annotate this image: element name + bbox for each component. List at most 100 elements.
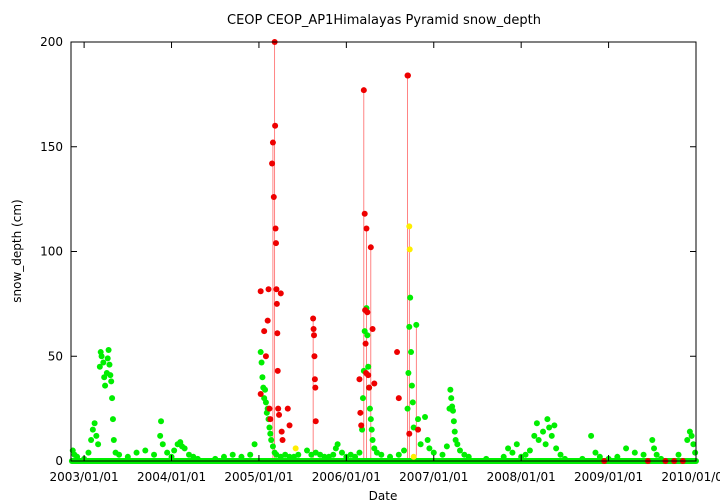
- data-point-good: [104, 355, 111, 362]
- data-point-good: [408, 382, 415, 389]
- data-point-good: [365, 363, 372, 370]
- data-point-bad: [276, 411, 283, 418]
- data-point-bad: [273, 286, 280, 293]
- data-point-good: [304, 447, 311, 454]
- data-point-bad: [394, 349, 401, 356]
- data-point-bad: [277, 290, 284, 297]
- y-tick-label: 50: [48, 349, 63, 363]
- data-point-good: [171, 447, 178, 454]
- data-point-good: [366, 405, 373, 412]
- data-point-bad: [275, 405, 282, 412]
- data-point-good: [430, 449, 437, 456]
- x-tick-label: 2003/01/01: [50, 470, 119, 484]
- data-point-bad: [272, 122, 279, 129]
- data-point-bad: [395, 395, 402, 402]
- y-tick-label: 150: [40, 140, 63, 154]
- data-point-good: [675, 451, 682, 458]
- data-point-good: [107, 372, 114, 379]
- data-point-good: [109, 416, 116, 423]
- data-point-bad: [262, 353, 269, 360]
- data-point-good: [592, 449, 599, 456]
- data-point-good: [465, 453, 472, 460]
- data-point-good: [526, 447, 533, 454]
- data-point-good: [295, 451, 302, 458]
- data-point-bad: [404, 72, 411, 79]
- data-point-good: [364, 332, 371, 339]
- chart-title: CEOP CEOP_AP1Himalayas Pyramid snow_dept…: [227, 13, 541, 28]
- data-point-good: [614, 453, 621, 460]
- data-point-good: [540, 428, 547, 435]
- data-point-good: [505, 445, 512, 452]
- data-point-good: [451, 428, 458, 435]
- x-axis-label: Date: [369, 489, 398, 503]
- data-point-good: [596, 453, 603, 460]
- data-point-good: [105, 346, 112, 353]
- data-point-good: [157, 432, 164, 439]
- data-point-good: [109, 395, 116, 402]
- data-point-good: [690, 441, 697, 448]
- data-point-bad: [273, 300, 280, 307]
- data-point-good: [443, 443, 450, 450]
- x-tick-label: 2009/01/01: [574, 470, 643, 484]
- data-point-bad: [264, 317, 271, 324]
- data-point-good: [454, 441, 461, 448]
- data-point-good: [653, 451, 660, 458]
- data-point-good: [557, 451, 564, 458]
- data-point-good: [522, 451, 529, 458]
- data-point-good: [367, 416, 374, 423]
- data-point-good: [262, 399, 269, 406]
- data-point-good: [424, 437, 431, 444]
- data-point-good: [387, 453, 394, 460]
- x-axis-ticks: 2003/01/01 2004/01/01 2005/01/01 2006/01/01…: [50, 42, 720, 484]
- data-point-good: [409, 399, 416, 406]
- data-point-good: [100, 359, 107, 366]
- data-point-questionable: [406, 246, 413, 253]
- data-point-bad: [311, 332, 318, 339]
- data-point-good: [98, 353, 105, 360]
- data-point-good: [116, 451, 123, 458]
- data-point-good: [649, 437, 656, 444]
- data-point-good: [408, 349, 415, 356]
- data-point-good: [356, 449, 363, 456]
- data-point-good: [631, 449, 638, 456]
- data-point-good: [124, 453, 131, 460]
- data-point-good: [330, 451, 337, 458]
- data-point-good: [640, 451, 647, 458]
- data-point-bad: [284, 405, 291, 412]
- data-point-bad: [358, 422, 365, 429]
- data-point-bad: [312, 384, 319, 391]
- data-point-bad: [278, 428, 285, 435]
- data-point-bad: [361, 210, 368, 217]
- data-point-good: [258, 359, 265, 366]
- data-point-good: [449, 407, 456, 414]
- data-point-good: [395, 451, 402, 458]
- data-point-good: [96, 363, 103, 370]
- data-point-bad: [310, 326, 317, 333]
- data-point-good: [531, 432, 538, 439]
- data-point-good: [369, 437, 376, 444]
- data-point-bad: [356, 376, 363, 383]
- data-point-good: [546, 424, 553, 431]
- data-point-good: [623, 445, 630, 452]
- data-point-good: [692, 449, 699, 456]
- data-point-bad: [269, 160, 276, 167]
- data-point-good: [378, 451, 385, 458]
- data-point-good: [415, 416, 422, 423]
- data-point-good: [259, 374, 266, 381]
- data-point-good: [247, 451, 254, 458]
- data-point-good: [404, 405, 411, 412]
- data-point-good: [159, 441, 166, 448]
- data-point-good: [194, 455, 201, 462]
- data-point-bad: [261, 328, 268, 335]
- data-point-good: [266, 424, 273, 431]
- y-tick-label: 100: [40, 245, 63, 259]
- data-point-good: [267, 430, 274, 437]
- data-point-good: [220, 453, 227, 460]
- data-point-questionable: [406, 223, 413, 230]
- data-point-bad: [311, 376, 318, 383]
- data-point-bad: [310, 315, 317, 322]
- data-point-good: [102, 382, 109, 389]
- data-point-good: [359, 395, 366, 402]
- data-point-bad: [371, 380, 378, 387]
